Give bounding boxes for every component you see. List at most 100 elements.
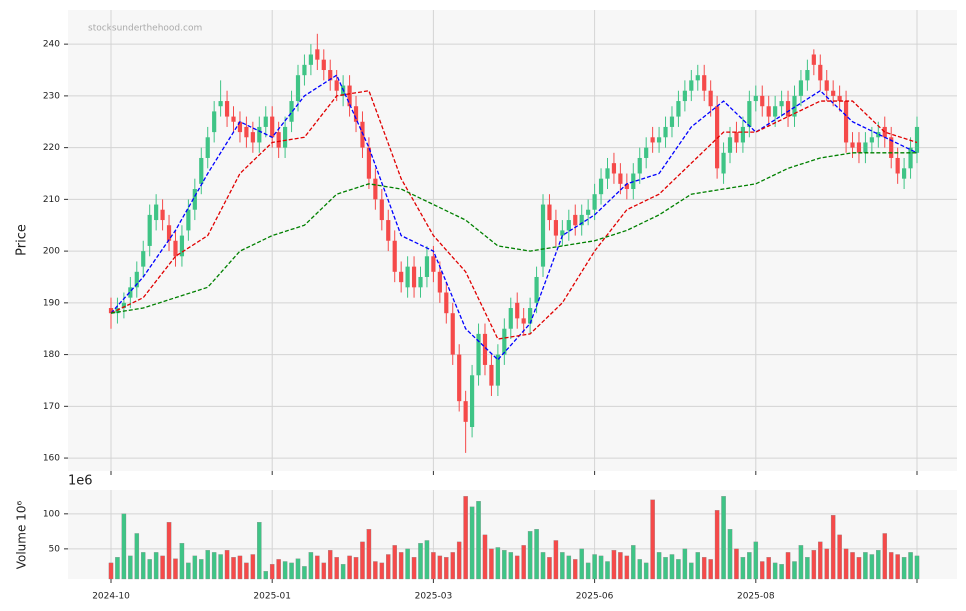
volume-bar — [701, 557, 707, 580]
candle-body — [747, 101, 752, 127]
y-tick-label: 170 — [43, 402, 60, 412]
volume-bar — [669, 554, 675, 580]
candle-body — [192, 189, 197, 210]
volume-bar — [108, 562, 114, 580]
volume-bar — [237, 555, 243, 580]
candle-body — [463, 401, 468, 422]
volume-bar — [747, 552, 752, 580]
volume-bar — [211, 552, 217, 580]
volume-bar — [386, 554, 391, 580]
candle-body — [237, 121, 243, 133]
volume-bar — [405, 548, 410, 580]
volume-bar — [553, 540, 559, 580]
volume-bar — [560, 552, 565, 580]
candle-body — [476, 333, 481, 376]
candle-body — [457, 354, 462, 402]
volume-bar — [792, 561, 797, 580]
volume-bar — [263, 571, 268, 580]
volume-bar — [605, 561, 610, 580]
candle-body — [199, 157, 204, 184]
volume-bar — [327, 550, 333, 580]
candle-body — [489, 364, 494, 386]
volume-bar — [289, 562, 294, 580]
candle-body — [302, 64, 307, 76]
y-tick-label: 180 — [43, 350, 60, 360]
volume-bar — [824, 548, 829, 580]
volume-bar — [424, 540, 430, 580]
candle-body — [231, 116, 236, 122]
volume-bar — [199, 559, 204, 580]
volume-bar — [598, 555, 604, 580]
volume-bar — [437, 555, 443, 580]
candle-body — [212, 111, 217, 133]
volume-bar — [540, 552, 546, 580]
candle-body — [528, 308, 533, 324]
candle-body — [353, 106, 359, 122]
candle-body — [708, 90, 713, 107]
candle-body — [753, 95, 758, 102]
volume-bar — [192, 555, 198, 580]
volume-bar — [450, 552, 455, 580]
volume-bar — [456, 541, 462, 580]
volume-bar — [463, 496, 468, 580]
moving-average-line — [110, 152, 917, 314]
candle-body — [785, 101, 791, 117]
volume-bar — [418, 543, 423, 580]
candle-body — [334, 80, 339, 91]
volume-bar — [231, 557, 236, 580]
volume-bar — [147, 559, 152, 580]
candle-body — [895, 157, 900, 174]
volume-bar — [205, 550, 210, 580]
candle-body — [715, 106, 720, 169]
volume-bar — [585, 562, 591, 580]
volume-bar — [366, 529, 372, 580]
candle-body — [270, 116, 275, 138]
candle-body — [121, 302, 126, 309]
volume-bar — [624, 555, 630, 580]
volume-bar — [676, 559, 681, 580]
candle-body — [437, 271, 442, 293]
candle-body — [244, 126, 249, 138]
volume-bar — [482, 534, 488, 580]
volume-bar — [282, 561, 288, 580]
volume-bar — [888, 552, 894, 580]
candle-body — [682, 90, 687, 102]
candle-body — [914, 126, 920, 153]
volume-bar — [772, 562, 778, 580]
volume-bar — [740, 557, 746, 580]
candle-body — [695, 75, 700, 81]
volume-bar — [573, 559, 578, 580]
x-tick-label: 2025-06 — [576, 592, 614, 602]
candle-body — [702, 75, 707, 91]
candle-body — [663, 126, 668, 138]
candle-body — [450, 313, 455, 355]
volume-bar — [798, 545, 804, 580]
candle-body — [876, 132, 881, 138]
candle-body — [328, 70, 333, 81]
candle-body — [618, 173, 623, 184]
candle-body — [366, 147, 372, 179]
volume-bar — [618, 552, 623, 580]
candle-body — [134, 271, 139, 288]
candle-body — [173, 240, 178, 257]
candle-body — [586, 209, 591, 215]
volume-bar — [534, 529, 539, 580]
watermark: stocksunderthehood.com — [88, 24, 202, 34]
volume-bar — [360, 541, 365, 580]
candle-body — [205, 137, 210, 158]
y-tick-label: 50 — [49, 544, 61, 554]
volume-bar — [779, 564, 784, 580]
volume-bar — [682, 548, 688, 580]
volume-bar — [411, 557, 417, 580]
candle-body — [656, 137, 662, 143]
volume-bar — [276, 559, 281, 580]
candle-body — [721, 152, 726, 174]
candle-body — [592, 194, 597, 210]
volume-bar — [547, 557, 552, 580]
volume-bar — [643, 562, 649, 580]
volume-bar — [186, 562, 191, 580]
volume-bar — [856, 557, 862, 580]
y-tick-label: 210 — [43, 195, 60, 205]
